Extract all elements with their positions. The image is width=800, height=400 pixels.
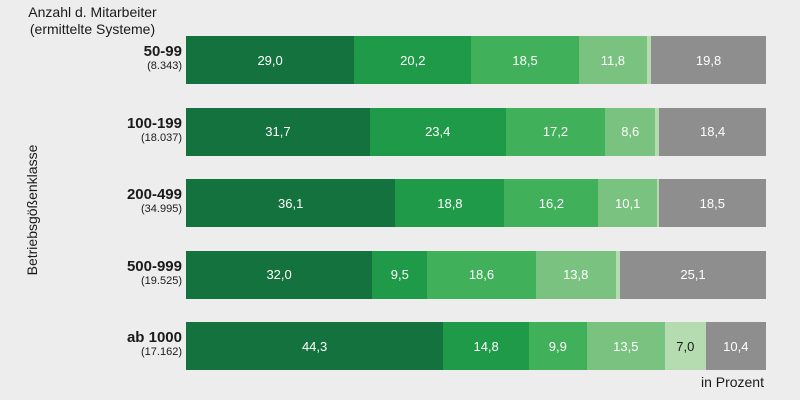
data-label: 32,0 bbox=[266, 267, 292, 282]
bar-segment: 19,8 bbox=[651, 36, 766, 84]
bar-segment: 18,4 bbox=[659, 107, 766, 156]
bar-segment: 13,5 bbox=[586, 322, 665, 370]
bar-segment: 9,9 bbox=[529, 322, 587, 370]
data-label: 18,5 bbox=[699, 195, 725, 211]
category-label: 100-199 (18.037) bbox=[126, 114, 182, 145]
bar-segment bbox=[657, 179, 659, 227]
data-label: 31,7 bbox=[265, 124, 291, 139]
data-label: 29,0 bbox=[257, 52, 283, 68]
data-label: 19,8 bbox=[695, 52, 722, 68]
bar-segment: 13,8 bbox=[535, 250, 616, 299]
category-name: 50-99 bbox=[143, 43, 182, 60]
bar-segment: 31,7 bbox=[186, 107, 370, 156]
bar-segment: 23,4 bbox=[369, 107, 506, 156]
category-label: 50-99 (8.343) bbox=[144, 44, 182, 73]
data-label: 10,4 bbox=[723, 338, 749, 354]
data-label: 18,5 bbox=[512, 52, 538, 68]
header-line-2: (ermittelte Systeme) bbox=[29, 21, 156, 37]
category-count: (19.525) bbox=[141, 274, 182, 287]
bar-segment: 44,3 bbox=[186, 322, 444, 370]
bar-segment: 20,2 bbox=[354, 36, 472, 84]
category-name: 200-499 bbox=[126, 186, 182, 203]
data-label: 18,8 bbox=[437, 195, 463, 211]
category-count: (8.343) bbox=[147, 60, 182, 72]
category-name: 100-199 bbox=[126, 114, 182, 132]
data-label: 44,3 bbox=[301, 338, 328, 354]
bar-segment: 18,5 bbox=[658, 179, 766, 227]
category-label: 200-499 (34.995) bbox=[127, 187, 182, 216]
category-label: 500-999 (19.525) bbox=[126, 257, 182, 288]
y-axis-title: Betriebsgößenklasse bbox=[24, 144, 40, 276]
data-label: 25,1 bbox=[680, 267, 706, 282]
bar-segment: 7,0 bbox=[665, 322, 706, 370]
data-label: 10,1 bbox=[615, 195, 641, 211]
category-label: ab 1000 (17.162) bbox=[127, 330, 182, 359]
data-label: 23,4 bbox=[425, 124, 451, 139]
bar-segment bbox=[615, 250, 620, 299]
bar-segment: 17,2 bbox=[505, 107, 606, 156]
data-label: 20,2 bbox=[400, 52, 426, 68]
data-label: 13,8 bbox=[563, 267, 589, 282]
bar-segment: 9,5 bbox=[372, 250, 428, 299]
bar-segment: 18,5 bbox=[471, 36, 579, 84]
data-label: 16,2 bbox=[538, 195, 565, 211]
bar-segment: 25,1 bbox=[620, 250, 766, 299]
bar-segment: 32,0 bbox=[186, 250, 373, 299]
bar-segment: 18,6 bbox=[427, 250, 536, 299]
data-label: 36,1 bbox=[278, 195, 304, 211]
bar-segment: 29,0 bbox=[186, 36, 355, 84]
data-label: 14,8 bbox=[473, 338, 499, 354]
data-label: 8,6 bbox=[621, 124, 640, 139]
x-axis-unit-label: in Prozent bbox=[700, 374, 764, 390]
bar-segment: 14,8 bbox=[443, 322, 530, 370]
data-label: 11,8 bbox=[600, 52, 626, 68]
category-name: 500-999 bbox=[126, 257, 182, 275]
bar-segment: 16,2 bbox=[504, 179, 599, 227]
bar-segment: 11,8 bbox=[578, 36, 648, 84]
data-label: 7,0 bbox=[676, 338, 695, 354]
category-name: ab 1000 bbox=[126, 329, 182, 346]
data-label: 9,9 bbox=[548, 338, 567, 354]
data-label: 17,2 bbox=[542, 124, 569, 139]
data-label: 18,6 bbox=[468, 267, 495, 282]
bar-segment: 8,6 bbox=[605, 107, 656, 156]
bar-segment: 18,8 bbox=[395, 179, 505, 227]
bar-segment: 10,4 bbox=[705, 322, 766, 370]
category-count: (18.037) bbox=[141, 131, 182, 144]
bar-segment: 36,1 bbox=[186, 179, 396, 227]
category-count: (34.995) bbox=[141, 203, 182, 215]
data-label: 18,4 bbox=[699, 124, 726, 139]
category-count: (17.162) bbox=[141, 346, 182, 358]
bar-segment bbox=[655, 107, 660, 156]
data-label: 9,5 bbox=[390, 267, 409, 282]
bar-segment: 10,1 bbox=[598, 179, 657, 227]
header-line-1: Anzahl d. Mitarbeiter bbox=[28, 4, 157, 20]
bar-segment bbox=[647, 36, 652, 84]
data-label: 13,5 bbox=[613, 338, 639, 354]
